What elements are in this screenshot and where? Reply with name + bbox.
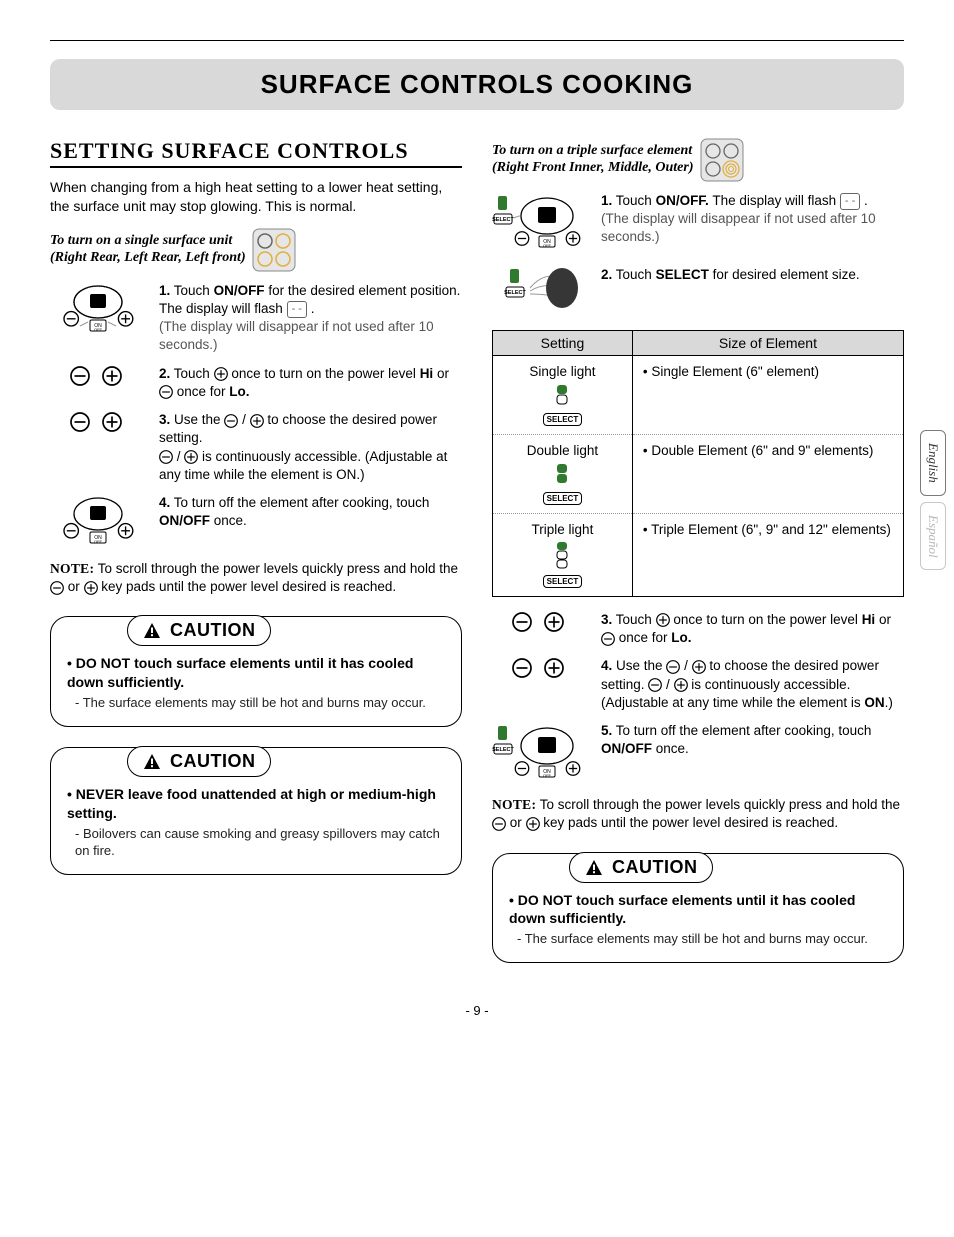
r-step-2-text: 2. Touch SELECT for desired element size… [601, 266, 904, 284]
triple-unit-subhead-row: To turn on a triple surface element (Rig… [492, 138, 904, 182]
two-column-layout: SETTING SURFACE CONTROLS When changing f… [50, 138, 904, 963]
step-3-row: 3. Use the / to choose the desired power… [50, 411, 462, 484]
select-label: SELECT [543, 492, 583, 505]
single-unit-subhead-row: To turn on a single surface unit (Right … [50, 228, 462, 272]
caution-body-2: • NEVER leave food unattended at high or… [67, 785, 445, 860]
r-step-1-row: SELECT ON OFF 1. Touch ON/OFF. The displ… [492, 192, 904, 256]
svg-text:SELECT: SELECT [492, 747, 514, 753]
triple-element-text: • Triple Element (6", 9" and 12" element… [632, 514, 903, 597]
plus-minus-icon-r2 [492, 657, 587, 679]
select-label: SELECT [543, 413, 583, 426]
table-header-size: Size of Element [632, 331, 903, 356]
step-4-row: ON OFF 4. To turn off the element after … [50, 494, 462, 550]
warning-icon [142, 752, 162, 771]
page-top-rule [50, 40, 904, 41]
caution-header-2: CAUTION [127, 746, 271, 777]
table-header-setting: Setting [493, 331, 632, 356]
warning-icon [584, 858, 604, 877]
double-light-icon [551, 462, 573, 488]
step-3-text: 3. Use the / to choose the desired power… [159, 411, 462, 484]
step-2-text: 2. Touch once to turn on the power level… [159, 365, 462, 401]
warning-icon [142, 621, 162, 640]
lang-tab-espanol[interactable]: Español [920, 502, 946, 571]
left-column: SETTING SURFACE CONTROLS When changing f… [50, 138, 462, 963]
page-title: SURFACE CONTROLS COOKING [70, 69, 884, 100]
step-2-row: 2. Touch once to turn on the power level… [50, 365, 462, 401]
triple-light-label: Triple light [532, 522, 594, 537]
caution-box-2: CAUTION • NEVER leave food unattended at… [50, 747, 462, 875]
svg-text:OFF: OFF [543, 773, 552, 778]
plus-minus-icon [50, 365, 145, 387]
select-label: SELECT [543, 575, 583, 588]
caution-header-3: CAUTION [569, 852, 713, 883]
r-step-1-text: 1. Touch ON/OFF. The display will flash … [601, 192, 904, 247]
r-step-4-text: 4. Use the / to choose the desired power… [601, 657, 904, 712]
caution-box-3: CAUTION • DO NOT touch surface elements … [492, 853, 904, 963]
svg-text:SELECT: SELECT [504, 290, 526, 296]
caution-header-1: CAUTION [127, 615, 271, 646]
table-row: Single light SELECT • Single Element (6"… [493, 356, 903, 435]
page-number: - 9 - [50, 1003, 904, 1018]
element-size-table: Setting Size of Element Single light SEL… [492, 330, 904, 597]
select-panel-icon: SELECT ON OFF [492, 192, 587, 256]
single-light-icon [551, 383, 573, 409]
caution-body-1: • DO NOT touch surface elements until it… [67, 654, 445, 711]
double-element-text: • Double Element (6" and 9" elements) [632, 435, 903, 514]
caution-body-3: • DO NOT touch surface elements until it… [509, 891, 887, 948]
triple-unit-subhead-2: (Right Front Inner, Middle, Outer) [492, 160, 694, 177]
intro-text: When changing from a high heat setting t… [50, 178, 462, 216]
single-element-text: • Single Element (6" element) [632, 356, 903, 435]
select-panel-icon-2: SELECT ON OFF [492, 722, 587, 786]
title-bar: SURFACE CONTROLS COOKING [50, 59, 904, 110]
caution-label: CAUTION [170, 751, 256, 772]
right-column: To turn on a triple surface element (Rig… [492, 138, 904, 963]
lang-tab-english[interactable]: English [920, 430, 946, 496]
svg-text:OFF: OFF [543, 243, 552, 248]
select-icon: SELECT [492, 266, 587, 316]
r-step-3-text: 3. Touch once to turn on the power level… [601, 611, 904, 647]
svg-text:OFF: OFF [94, 539, 103, 544]
svg-text:SELECT: SELECT [492, 217, 514, 223]
single-light-label: Single light [529, 364, 595, 379]
single-unit-subhead-1: To turn on a single surface unit [50, 233, 246, 250]
table-row: Triple light SELECT • Triple Element (6"… [493, 514, 903, 597]
four-burner-icon [252, 228, 296, 272]
caution-box-1: CAUTION • DO NOT touch surface elements … [50, 616, 462, 726]
r-step-3-row: 3. Touch once to turn on the power level… [492, 611, 904, 647]
r-step-5-text: 5. To turn off the element after cooking… [601, 722, 904, 758]
caution-label: CAUTION [612, 857, 698, 878]
note-block-left: NOTE: To scroll through the power levels… [50, 560, 462, 596]
control-panel-icon: ON OFF [50, 282, 145, 338]
svg-text:OFF: OFF [94, 327, 103, 332]
triple-unit-subhead-1: To turn on a triple surface element [492, 143, 694, 160]
table-row: Double light SELECT • Double Element (6"… [493, 435, 903, 514]
double-light-label: Double light [527, 443, 598, 458]
triple-light-icon [551, 541, 573, 571]
step-1-text: 1. Touch ON/OFF for the desired element … [159, 282, 462, 355]
r-step-2-row: SELECT 2. Touch SELECT for desired eleme… [492, 266, 904, 316]
language-tabs: English Español [920, 430, 946, 576]
step-1-row: ON OFF 1. Touch ON/OFF for the desired e… [50, 282, 462, 355]
plus-minus-icon-2 [50, 411, 145, 433]
section-heading: SETTING SURFACE CONTROLS [50, 138, 462, 168]
r-step-5-row: SELECT ON OFF 5. To turn off the element… [492, 722, 904, 786]
note-block-right: NOTE: To scroll through the power levels… [492, 796, 904, 832]
plus-minus-icon-r1 [492, 611, 587, 633]
step-4-text: 4. To turn off the element after cooking… [159, 494, 462, 530]
single-unit-subhead-2: (Right Rear, Left Rear, Left front) [50, 250, 246, 267]
control-panel-icon-2: ON OFF [50, 494, 145, 550]
four-burner-icon-triple [700, 138, 744, 182]
caution-label: CAUTION [170, 620, 256, 641]
r-step-4-row: 4. Use the / to choose the desired power… [492, 657, 904, 712]
